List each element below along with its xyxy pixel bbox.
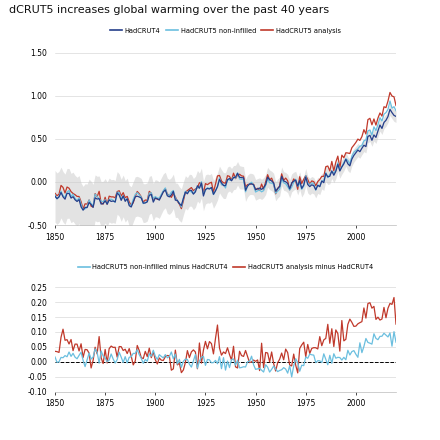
Text: dCRUT5 increases global warming over the past 40 years: dCRUT5 increases global warming over the… [9, 5, 329, 15]
Legend: HadCRUT5 non-infilled minus HadCRUT4, HadCRUT5 analysis minus HadCRUT4: HadCRUT5 non-infilled minus HadCRUT4, Ha… [75, 261, 376, 273]
Legend: HadCRUT4, HadCRUT5 non-infilled, HadCRUT5 analysis: HadCRUT4, HadCRUT5 non-infilled, HadCRUT… [107, 25, 344, 37]
